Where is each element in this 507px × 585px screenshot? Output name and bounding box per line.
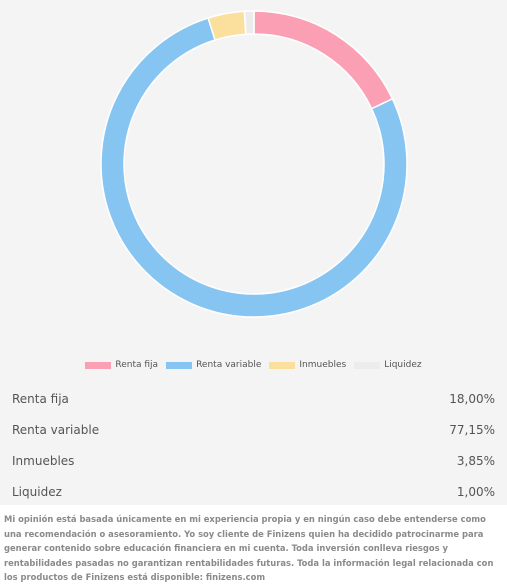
legend-swatch	[85, 361, 112, 369]
donut-chart	[100, 10, 408, 318]
chart-panel: Renta fija Renta variable Inmuebles Liqu…	[0, 0, 507, 505]
allocation-table: Renta fija 18,00% Renta variable 77,15% …	[0, 383, 507, 507]
donut-slice-renta-variable[interactable]	[100, 17, 408, 318]
row-value: 77,15%	[449, 422, 495, 437]
legend-label: Renta fija	[115, 360, 159, 370]
legend-item-inmuebles[interactable]: Inmuebles	[269, 360, 346, 370]
disclaimer-text: Mi opinión está basada únicamente en mi …	[4, 514, 494, 583]
legend-label: Liquidez	[384, 360, 422, 370]
row-value: 18,00%	[449, 391, 495, 406]
row-label: Renta fija	[12, 391, 69, 406]
donut-slice-inmuebles[interactable]	[207, 10, 247, 41]
chart-legend: Renta fija Renta variable Inmuebles Liqu…	[0, 358, 507, 372]
donut-slice-renta-fija[interactable]	[253, 10, 394, 110]
legend-swatch	[166, 361, 193, 369]
row-value: 3,85%	[456, 453, 495, 468]
table-row: Liquidez 1,00%	[0, 476, 507, 507]
legend-label: Inmuebles	[299, 360, 347, 370]
legend-item-liquidez[interactable]: Liquidez	[354, 360, 422, 370]
table-row: Renta variable 77,15%	[0, 414, 507, 445]
table-row: Inmuebles 3,85%	[0, 445, 507, 476]
row-value: 1,00%	[456, 484, 495, 499]
legend-label: Renta variable	[196, 360, 262, 370]
row-label: Inmuebles	[12, 453, 75, 468]
row-label: Liquidez	[12, 484, 62, 499]
donut-slice-liquidez[interactable]	[243, 10, 255, 36]
legend-swatch	[269, 361, 296, 369]
row-label: Renta variable	[12, 422, 100, 437]
table-row: Renta fija 18,00%	[0, 383, 507, 414]
legend-item-renta-variable[interactable]: Renta variable	[166, 360, 261, 370]
legend-item-renta-fija[interactable]: Renta fija	[85, 360, 158, 370]
legend-swatch	[354, 361, 381, 369]
